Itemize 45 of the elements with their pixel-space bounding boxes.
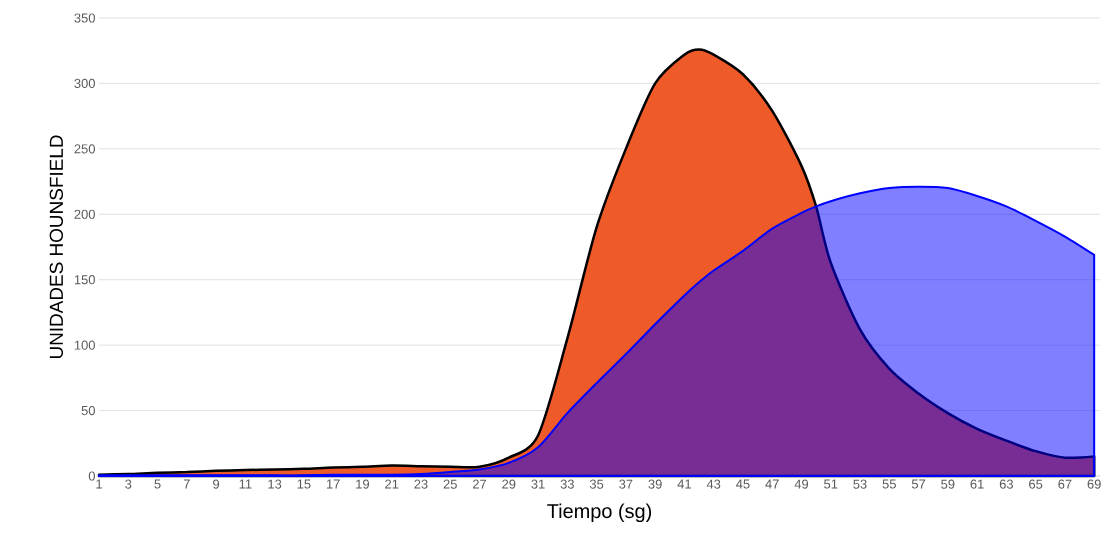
x-tick-label: 39 [648, 479, 662, 489]
x-tick-label: 19 [356, 479, 370, 489]
y-tick-label: 150 [74, 275, 95, 285]
y-tick-label: 300 [74, 78, 95, 89]
y-axis-title: UNIDADES HOUNSFIELD [49, 135, 64, 359]
x-tick-label: 51 [824, 479, 838, 489]
x-tick-label: 5 [154, 479, 161, 489]
x-tick-label: 1 [96, 479, 102, 489]
x-tick-label: 61 [970, 479, 984, 489]
y-tick-label: 50 [81, 405, 95, 416]
x-tick-label: 33 [560, 479, 574, 489]
x-tick-label: 69 [1087, 479, 1101, 489]
x-tick-label: 7 [183, 479, 190, 489]
x-tick-label: 57 [911, 479, 926, 489]
y-tick-label: 350 [74, 13, 95, 23]
x-tick-label: 9 [213, 479, 220, 489]
x-tick-label: 59 [941, 479, 955, 489]
x-tick-label: 43 [706, 479, 721, 489]
x-tick-label: 29 [502, 479, 516, 489]
x-tick-label: 11 [239, 479, 252, 489]
x-tick-label: 63 [999, 479, 1013, 489]
x-tick-label: 47 [765, 479, 779, 489]
x-tick-label: 67 [1058, 479, 1072, 489]
y-tick-label: 0 [88, 471, 95, 481]
y-tick-label: 200 [74, 209, 95, 219]
x-tick-label: 55 [882, 479, 896, 489]
x-tick-label: 65 [1029, 479, 1043, 489]
x-tick-label: 35 [589, 479, 604, 489]
x-axis-title: Tiempo (sg) [547, 503, 652, 523]
x-tick-label: 13 [268, 479, 282, 489]
y-tick-label: 100 [74, 340, 95, 350]
x-tick-label: 41 [677, 479, 691, 489]
x-tick-label: 17 [326, 479, 340, 489]
x-tick-label: 23 [414, 479, 428, 489]
x-tick-label: 53 [853, 479, 867, 489]
x-tick-label: 37 [619, 479, 633, 489]
x-tick-label: 27 [472, 479, 487, 489]
x-tick-label: 31 [531, 479, 545, 489]
y-tick-label: 250 [74, 144, 95, 154]
x-tick-label: 45 [736, 479, 750, 489]
x-tick-label: 25 [443, 479, 457, 489]
x-tick-label: 21 [385, 479, 399, 489]
x-tick-label: 3 [125, 479, 132, 489]
x-tick-label: 49 [794, 479, 809, 489]
x-tick-label: 15 [297, 479, 311, 489]
